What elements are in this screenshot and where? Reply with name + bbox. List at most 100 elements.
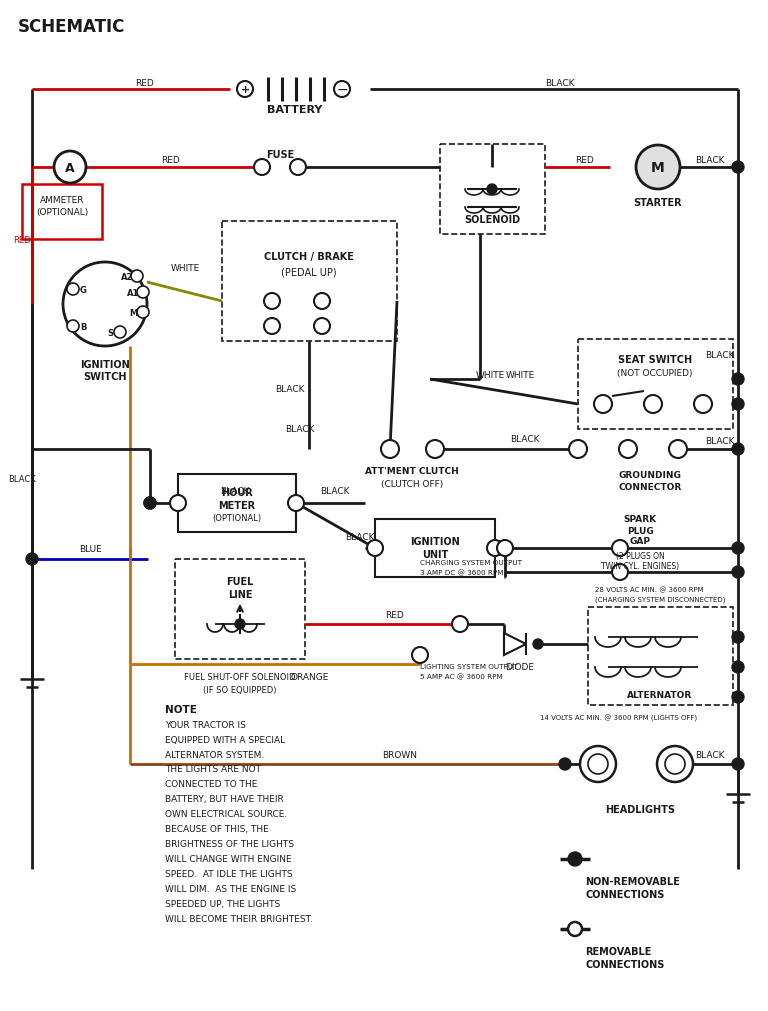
Text: NON-REMOVABLE: NON-REMOVABLE — [585, 877, 680, 886]
Circle shape — [67, 320, 79, 333]
Circle shape — [644, 395, 662, 413]
Text: RED: RED — [386, 610, 405, 619]
Text: NOTE: NOTE — [165, 705, 197, 715]
Circle shape — [144, 497, 156, 510]
Text: FUSE: FUSE — [266, 150, 294, 160]
Circle shape — [594, 395, 612, 413]
Circle shape — [452, 617, 468, 632]
Text: RED: RED — [136, 79, 154, 87]
Text: 5 AMP AC @ 3600 RPM: 5 AMP AC @ 3600 RPM — [420, 673, 503, 679]
Circle shape — [588, 754, 608, 774]
Text: SPEED.  AT IDLE THE LIGHTS: SPEED. AT IDLE THE LIGHTS — [165, 869, 293, 879]
Circle shape — [63, 263, 147, 347]
Text: BLACK: BLACK — [695, 750, 725, 758]
Circle shape — [487, 541, 503, 556]
Circle shape — [137, 287, 149, 298]
Circle shape — [732, 398, 744, 410]
Text: CONNECTOR: CONNECTOR — [618, 482, 682, 491]
Text: (PEDAL UP): (PEDAL UP) — [281, 267, 337, 277]
Text: RED: RED — [161, 156, 180, 165]
Circle shape — [580, 746, 616, 783]
Text: BECAUSE OF THIS, THE: BECAUSE OF THIS, THE — [165, 825, 269, 834]
Text: CONNECTED TO THE: CONNECTED TO THE — [165, 779, 257, 789]
Text: UNIT: UNIT — [422, 549, 448, 559]
Text: IGNITION: IGNITION — [80, 360, 130, 370]
Circle shape — [569, 441, 587, 459]
Text: TWIN CYL. ENGINES): TWIN CYL. ENGINES) — [601, 562, 679, 571]
Circle shape — [732, 566, 744, 578]
Text: SEAT SWITCH: SEAT SWITCH — [618, 355, 692, 365]
Bar — [375, 520, 495, 577]
Text: SCHEMATIC: SCHEMATIC — [18, 18, 125, 36]
Circle shape — [290, 160, 306, 176]
Circle shape — [665, 754, 685, 774]
Text: M: M — [651, 161, 665, 175]
Text: (NOT OCCUPIED): (NOT OCCUPIED) — [617, 368, 693, 377]
Circle shape — [636, 146, 680, 190]
Text: 3 AMP DC @ 3600 RPM: 3 AMP DC @ 3600 RPM — [420, 569, 504, 575]
Text: YOUR TRACTOR IS: YOUR TRACTOR IS — [165, 720, 246, 729]
Circle shape — [657, 746, 693, 783]
Circle shape — [732, 543, 744, 554]
Text: BRIGHTNESS OF THE LIGHTS: BRIGHTNESS OF THE LIGHTS — [165, 840, 294, 848]
Text: BLACK: BLACK — [705, 350, 735, 359]
Text: (CHARGING SYSTEM DISCONNECTED): (CHARGING SYSTEM DISCONNECTED) — [595, 596, 725, 603]
Text: SWITCH: SWITCH — [83, 372, 127, 381]
Text: +: + — [240, 85, 250, 95]
Text: WILL BECOME THEIR BRIGHTEST.: WILL BECOME THEIR BRIGHTEST. — [165, 915, 313, 924]
Text: IGNITION: IGNITION — [410, 537, 460, 547]
Bar — [578, 340, 733, 430]
Text: AMMETER: AMMETER — [40, 195, 84, 204]
Text: WHITE: WHITE — [170, 263, 200, 272]
Circle shape — [568, 922, 582, 936]
Circle shape — [237, 82, 253, 98]
Circle shape — [131, 271, 143, 283]
Text: DIODE: DIODE — [505, 662, 535, 671]
Circle shape — [26, 553, 38, 565]
Circle shape — [254, 160, 270, 176]
Circle shape — [732, 632, 744, 643]
Circle shape — [144, 497, 156, 510]
Circle shape — [612, 564, 628, 580]
Circle shape — [288, 495, 304, 512]
Text: CONNECTIONS: CONNECTIONS — [585, 959, 664, 969]
Circle shape — [114, 327, 126, 339]
Text: RED: RED — [576, 156, 594, 165]
Circle shape — [732, 162, 744, 174]
Text: WILL DIM.  AS THE ENGINE IS: WILL DIM. AS THE ENGINE IS — [165, 885, 296, 894]
Text: LIGHTING SYSTEM OUTPUT: LIGHTING SYSTEM OUTPUT — [420, 663, 518, 669]
Circle shape — [137, 306, 149, 318]
Text: BLACK: BLACK — [8, 475, 36, 484]
Circle shape — [426, 441, 444, 459]
Bar — [440, 145, 545, 235]
Text: CLUTCH / BRAKE: CLUTCH / BRAKE — [264, 252, 354, 262]
Circle shape — [264, 318, 280, 335]
Text: −: − — [336, 83, 348, 97]
Text: M: M — [129, 308, 137, 317]
Bar — [175, 559, 305, 659]
Text: 14 VOLTS AC MIN. @ 3600 RPM (LIGHTS OFF): 14 VOLTS AC MIN. @ 3600 RPM (LIGHTS OFF) — [540, 714, 697, 721]
Bar — [178, 474, 296, 533]
Text: FUEL: FUEL — [227, 576, 253, 586]
Circle shape — [487, 185, 497, 195]
Text: S: S — [107, 329, 113, 337]
Text: BATTERY, BUT HAVE THEIR: BATTERY, BUT HAVE THEIR — [165, 795, 283, 804]
Text: (IF SO EQUIPPED): (IF SO EQUIPPED) — [204, 684, 276, 694]
Text: (2 PLUGS ON: (2 PLUGS ON — [616, 551, 664, 560]
Polygon shape — [504, 633, 526, 655]
Circle shape — [334, 82, 350, 98]
Text: SOLENOID: SOLENOID — [464, 214, 520, 224]
Text: A: A — [65, 162, 74, 174]
Circle shape — [264, 294, 280, 309]
Text: FUEL SHUT-OFF SOLENOID: FUEL SHUT-OFF SOLENOID — [184, 673, 296, 681]
Text: BLACK: BLACK — [285, 425, 315, 434]
Text: BLACK: BLACK — [275, 385, 305, 394]
Text: WHITE: WHITE — [475, 370, 505, 379]
Text: HEADLIGHTS: HEADLIGHTS — [605, 804, 675, 814]
Bar — [222, 221, 397, 342]
Text: BLACK: BLACK — [545, 79, 574, 87]
Circle shape — [497, 541, 513, 556]
Text: ORANGE: ORANGE — [291, 672, 329, 680]
Text: THE LIGHTS ARE NOT: THE LIGHTS ARE NOT — [165, 764, 261, 773]
Circle shape — [568, 852, 582, 866]
